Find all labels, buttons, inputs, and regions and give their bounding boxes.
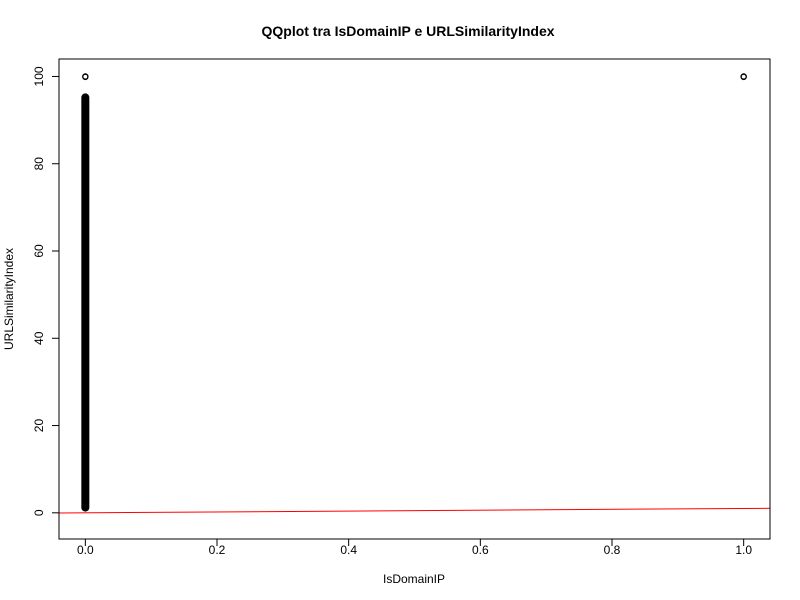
reference-line xyxy=(59,507,770,514)
y-tick-label-2: 40 xyxy=(32,331,46,345)
plot-area xyxy=(59,73,770,514)
chart-title: QQplot tra IsDomainIP e URLSimilarityInd… xyxy=(261,23,554,39)
data-point-0-1 xyxy=(82,73,89,81)
plot-frame xyxy=(58,58,771,540)
x-axis-label: IsDomainIP xyxy=(383,572,445,586)
y-tick-label-1: 20 xyxy=(32,419,46,433)
y-axis-label: URLSimilarityIndex xyxy=(2,248,16,350)
y-tick-label-3: 60 xyxy=(32,244,46,258)
x-tick-label-5: 1.0 xyxy=(735,543,752,557)
y-tick-label-4: 80 xyxy=(32,157,46,171)
data-point-0-3 xyxy=(740,73,747,81)
dense-points-0-0 xyxy=(81,93,90,512)
y-tick-label-5: 100 xyxy=(32,66,46,86)
x-tick-label-4: 0.8 xyxy=(604,543,621,557)
x-axis: 0.0 0.2 0.4 0.6 0.8 1.0 xyxy=(77,538,752,557)
x-tick-label-2: 0.4 xyxy=(340,543,357,557)
x-tick-label-0: 0.0 xyxy=(77,543,94,557)
y-axis: 0 20 40 60 80 100 xyxy=(32,66,60,516)
x-tick-label-3: 0.6 xyxy=(472,543,489,557)
x-tick-label-1: 0.2 xyxy=(209,543,226,557)
y-tick-label-0: 0 xyxy=(32,509,46,516)
